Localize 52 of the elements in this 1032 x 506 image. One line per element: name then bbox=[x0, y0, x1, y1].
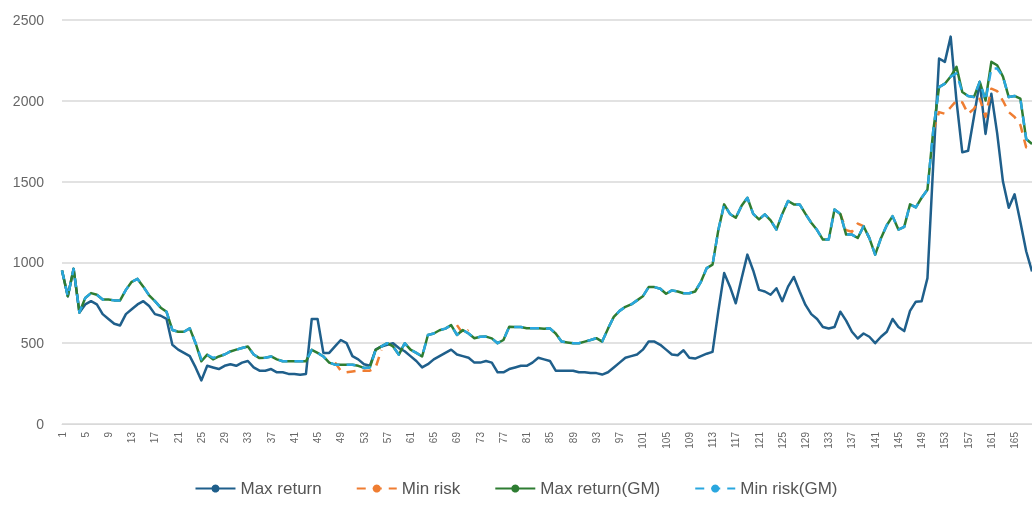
x-tick-label: 165 bbox=[1009, 431, 1021, 449]
x-tick-label: 81 bbox=[521, 431, 533, 444]
x-tick-label: 65 bbox=[428, 431, 440, 444]
x-tick-label: 5 bbox=[79, 431, 91, 438]
x-tick-label: 149 bbox=[916, 431, 928, 449]
x-tick-label: 153 bbox=[939, 431, 951, 449]
x-tick-label: 109 bbox=[683, 431, 695, 449]
x-tick-label: 29 bbox=[219, 431, 231, 444]
x-tick-label: 21 bbox=[172, 431, 184, 444]
legend-label: Max return(GM) bbox=[540, 479, 661, 498]
y-tick-label: 2500 bbox=[12, 12, 45, 28]
x-tick-label: 45 bbox=[312, 431, 324, 444]
x-tick-label: 41 bbox=[288, 431, 300, 444]
x-tick-label: 129 bbox=[799, 431, 811, 449]
y-tick-label: 1500 bbox=[12, 173, 45, 190]
x-tick-label: 85 bbox=[544, 431, 556, 444]
x-tick-label: 17 bbox=[149, 431, 161, 444]
y-tick-label: 0 bbox=[36, 416, 45, 432]
legend-label: Min risk bbox=[401, 479, 461, 498]
x-tick-label: 89 bbox=[567, 431, 579, 444]
x-tick-label: 113 bbox=[707, 431, 719, 448]
x-tick-label: 9 bbox=[102, 431, 114, 438]
x-tick-label: 25 bbox=[195, 431, 207, 444]
legend-label: Min risk(GM) bbox=[740, 479, 838, 498]
x-tick-label: 37 bbox=[265, 431, 277, 444]
x-tick-label: 157 bbox=[962, 431, 974, 449]
x-tick-label: 61 bbox=[405, 431, 416, 444]
x-tick-label: 73 bbox=[474, 431, 486, 444]
x-tick-label: 105 bbox=[660, 431, 672, 449]
x-tick-label: 125 bbox=[776, 431, 788, 449]
x-tick-label: 77 bbox=[497, 431, 509, 444]
x-tick-label: 145 bbox=[892, 431, 904, 449]
x-tick-label: 137 bbox=[846, 431, 858, 449]
x-tick-label: 57 bbox=[381, 431, 393, 444]
x-tick-label: 13 bbox=[126, 431, 138, 444]
x-tick-label: 161 bbox=[985, 431, 997, 449]
x-tick-label: 33 bbox=[242, 431, 254, 444]
x-tick-label: 69 bbox=[451, 431, 463, 444]
x-tick-label: 101 bbox=[637, 431, 649, 449]
x-tick-label: 133 bbox=[823, 431, 835, 449]
y-tick-label: 500 bbox=[20, 335, 45, 352]
x-tick-label: 93 bbox=[590, 431, 602, 444]
y-tick-label: 1000 bbox=[12, 254, 45, 271]
x-tick-label: 1 bbox=[56, 431, 68, 438]
x-tick-label: 53 bbox=[358, 431, 370, 444]
y-tick-label: 2000 bbox=[12, 92, 45, 109]
x-tick-label: 97 bbox=[614, 431, 626, 444]
x-tick-label: 49 bbox=[335, 431, 347, 444]
legend-label: Max return bbox=[240, 479, 322, 498]
x-tick-label: 121 bbox=[753, 431, 765, 449]
x-tick-label: 141 bbox=[869, 431, 881, 449]
x-tick-label: 117 bbox=[730, 431, 742, 448]
